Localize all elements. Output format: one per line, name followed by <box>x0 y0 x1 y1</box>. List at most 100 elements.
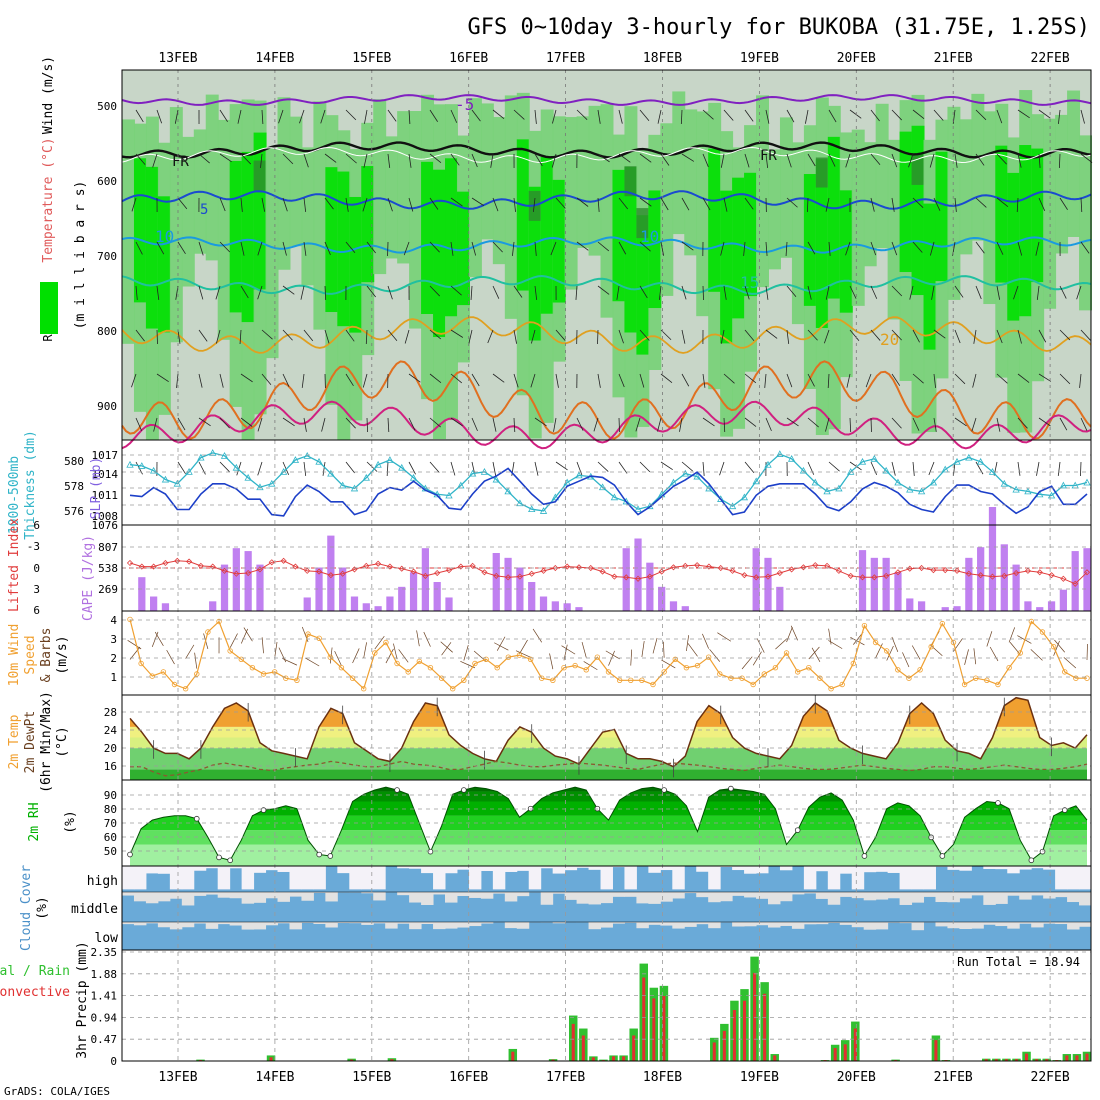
cloud-clear-fraction <box>624 892 637 897</box>
cloud-clear-fraction <box>791 892 805 895</box>
date-label-top: 18FEB <box>643 51 682 66</box>
date-label-top: 17FEB <box>546 51 585 66</box>
rh-marker <box>260 807 267 813</box>
cloud-clear-fraction <box>1067 892 1080 903</box>
cape-bar <box>362 603 370 611</box>
ylabel-total-rain: Total / Rain <box>0 964 70 979</box>
lifted-index-marker <box>812 562 819 569</box>
cloud-clear-fraction <box>504 892 518 902</box>
lifted-index-marker <box>741 572 748 579</box>
rh-marker <box>461 787 467 793</box>
precip-convective-bar <box>511 1051 515 1061</box>
ylabel-wind10: 10m Wind <box>7 624 22 687</box>
cloud-clear-fraction <box>768 892 781 905</box>
cloud-clear-fraction <box>397 866 410 869</box>
slp-marker <box>988 468 997 475</box>
lifted-index-marker <box>304 567 311 574</box>
isotherm-label: 15 <box>740 273 759 292</box>
wind-barb <box>166 649 175 665</box>
cloud-clear-fraction <box>612 892 625 897</box>
lifted-index-marker <box>953 567 961 574</box>
rh-band <box>130 830 1087 845</box>
slp-marker <box>386 456 394 463</box>
slp-marker <box>161 475 170 483</box>
slp-marker <box>598 483 607 491</box>
wind-speed-marker <box>984 677 990 683</box>
slp-marker <box>244 473 252 481</box>
cloud-clear-fraction <box>289 892 302 897</box>
pressure-tick-label: 800 <box>97 325 117 338</box>
cape-bar <box>350 596 359 611</box>
cloud-clear-fraction <box>313 892 326 893</box>
precip-convective-bar <box>994 1059 998 1061</box>
cloud-clear-fraction <box>600 922 613 928</box>
cloud-clear-fraction <box>313 922 326 924</box>
cloud-clear-fraction <box>839 922 853 925</box>
cape-bar <box>1059 589 1067 611</box>
cloud-clear-fraction <box>1043 892 1056 899</box>
cape-bar <box>634 538 642 611</box>
cloud-clear-fraction <box>875 866 889 872</box>
cloud-clear-fraction <box>122 866 135 890</box>
cape-bar <box>161 603 170 611</box>
wind-speed-marker <box>283 675 289 681</box>
cloud-clear-fraction <box>851 922 865 928</box>
slp-marker <box>894 478 902 486</box>
wind-speed-marker <box>149 673 155 679</box>
cloud-clear-fraction <box>1055 892 1068 898</box>
rh-marker <box>394 787 400 793</box>
cloud-clear-fraction <box>815 892 829 899</box>
cape-bar <box>1083 548 1091 611</box>
cloud-clear-fraction <box>995 922 1008 927</box>
lifted-index-marker <box>894 569 902 576</box>
precip-convective-bar <box>1014 1059 1019 1061</box>
cloud-clear-fraction <box>397 922 410 924</box>
cloud-clear-fraction <box>540 892 554 905</box>
cloud-clear-fraction <box>169 922 183 930</box>
precip-convective-bar <box>1085 1053 1089 1061</box>
rh-marker <box>327 853 334 859</box>
lifted-index-marker <box>835 567 842 574</box>
cloud-clear-fraction <box>1055 866 1068 890</box>
lifted-index-marker <box>505 574 512 581</box>
cape-bar <box>882 557 890 611</box>
cape-bar <box>1012 564 1020 611</box>
isotherm-label: 20 <box>880 330 899 349</box>
wind-speed-marker <box>917 667 923 673</box>
precip-convective-bar <box>1004 1059 1008 1061</box>
slp-tick-label: 1014 <box>92 468 119 481</box>
slp-marker <box>823 487 831 495</box>
cape-bar <box>953 606 961 611</box>
wind-barb <box>549 653 554 670</box>
date-label-bottom: 18FEB <box>643 1070 682 1085</box>
precip-convective-bar <box>763 993 767 1061</box>
lifted-index-marker <box>646 573 653 580</box>
cloud-clear-fraction <box>564 866 578 871</box>
cloud-clear-fraction <box>815 866 829 872</box>
precip-convective-bar <box>984 1059 988 1061</box>
wind-speed-marker <box>739 675 745 681</box>
cloud-clear-fraction <box>875 892 889 900</box>
slp-marker <box>717 495 725 502</box>
cape-bar <box>1036 607 1044 611</box>
cloud-clear-fraction <box>433 922 446 930</box>
cape-bar <box>563 603 571 611</box>
ylabel-cloud-units: (%) <box>35 896 50 919</box>
lifted-index-marker <box>493 572 500 579</box>
cloud-clear-fraction <box>1079 922 1092 927</box>
cloud-clear-fraction <box>1019 922 1032 924</box>
wind-speed-marker <box>294 677 300 683</box>
wind-speed-marker <box>717 671 723 677</box>
cloud-clear-fraction <box>779 892 793 902</box>
wind-speed-marker <box>1050 644 1057 650</box>
cloud-clear-fraction <box>480 866 494 872</box>
cloud-clear-fraction <box>361 892 374 894</box>
slp-marker <box>752 477 760 485</box>
rh-marker <box>1061 807 1068 813</box>
rh-tick-label: 80 <box>104 803 117 816</box>
cloud-clear-fraction <box>181 922 195 928</box>
slp-marker <box>669 478 678 486</box>
slp-tick-label: 1017 <box>92 449 119 462</box>
lifted-index-marker <box>245 569 252 577</box>
wind-speed-marker <box>516 652 523 658</box>
